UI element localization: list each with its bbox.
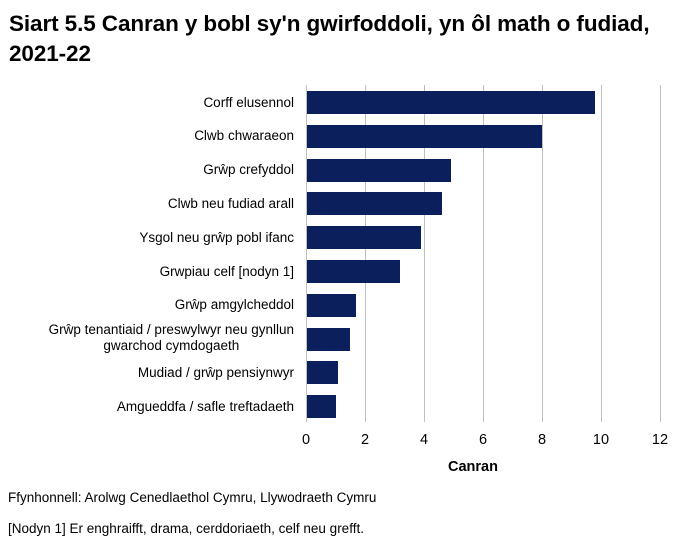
bar <box>307 159 451 182</box>
bar <box>307 361 338 384</box>
bar <box>307 125 542 148</box>
y-axis-line <box>306 85 307 422</box>
category-label-line: Clwb neu fudiad arall <box>167 196 294 211</box>
gridline <box>601 85 602 422</box>
category-label: Amgueddfa / safle treftadaeth <box>4 399 294 415</box>
gridline <box>542 85 543 422</box>
category-label-line: Grŵp crefyddol <box>203 162 294 177</box>
gridline <box>660 85 661 422</box>
category-label: Grwpiau celf [nodyn 1] <box>4 264 294 280</box>
category-label: Clwb neu fudiad arall <box>4 196 294 212</box>
bar <box>307 328 350 351</box>
category-label-line: Grŵp amgylcheddol <box>174 297 294 312</box>
category-label-line: Grŵp tenantiaid / preswylwyr neu gynllun <box>48 322 294 337</box>
category-label: Grŵp amgylcheddol <box>4 297 294 313</box>
category-label-line: Ysgol neu grŵp pobl ifanc <box>139 230 294 245</box>
category-label: Clwb chwaraeon <box>4 128 294 144</box>
gridline <box>483 85 484 422</box>
bar <box>307 395 336 418</box>
x-tick-label: 10 <box>592 432 610 448</box>
chart-title: Siart 5.5 Canran y bobl sy'n gwirfoddoli… <box>9 11 650 66</box>
category-label: Grŵp tenantiaid / preswylwyr neu gynllun… <box>49 322 294 354</box>
x-tick-label: 12 <box>651 432 669 448</box>
gridline <box>365 85 366 422</box>
category-label-line: Grwpiau celf [nodyn 1] <box>159 264 294 279</box>
x-tick-label: 0 <box>301 432 311 448</box>
category-label: Mudiad / grŵp pensiynwyr <box>4 365 294 381</box>
source-footnote: Ffynhonnell: Arolwg Cenedlaethol Cymru, … <box>8 490 377 505</box>
category-label: Ysgol neu grŵp pobl ifanc <box>4 230 294 246</box>
bar <box>307 260 400 283</box>
category-label-line: Mudiad / grŵp pensiynwyr <box>137 365 294 380</box>
gridline <box>424 85 425 422</box>
bar <box>307 91 595 114</box>
x-tick-label: 2 <box>360 432 370 448</box>
x-tick-label: 6 <box>478 432 488 448</box>
x-axis-title: Canran <box>448 459 498 475</box>
category-label-line: Corff elusennol <box>203 95 294 110</box>
category-label-line: Amgueddfa / safle treftadaeth <box>116 399 294 414</box>
x-tick-label: 8 <box>537 432 547 448</box>
category-label: Grŵp crefyddol <box>4 162 294 178</box>
bar <box>307 192 442 215</box>
category-label: Corff elusennol <box>4 95 294 111</box>
bar <box>307 294 356 317</box>
nodyn-1-footnote: [Nodyn 1] Er enghraifft, drama, cerddori… <box>8 521 364 536</box>
category-label-line: gwarchod cymdogaeth <box>103 338 240 353</box>
x-tick-label: 4 <box>419 432 429 448</box>
bar <box>307 226 421 249</box>
category-label-line: Clwb chwaraeon <box>194 128 294 143</box>
